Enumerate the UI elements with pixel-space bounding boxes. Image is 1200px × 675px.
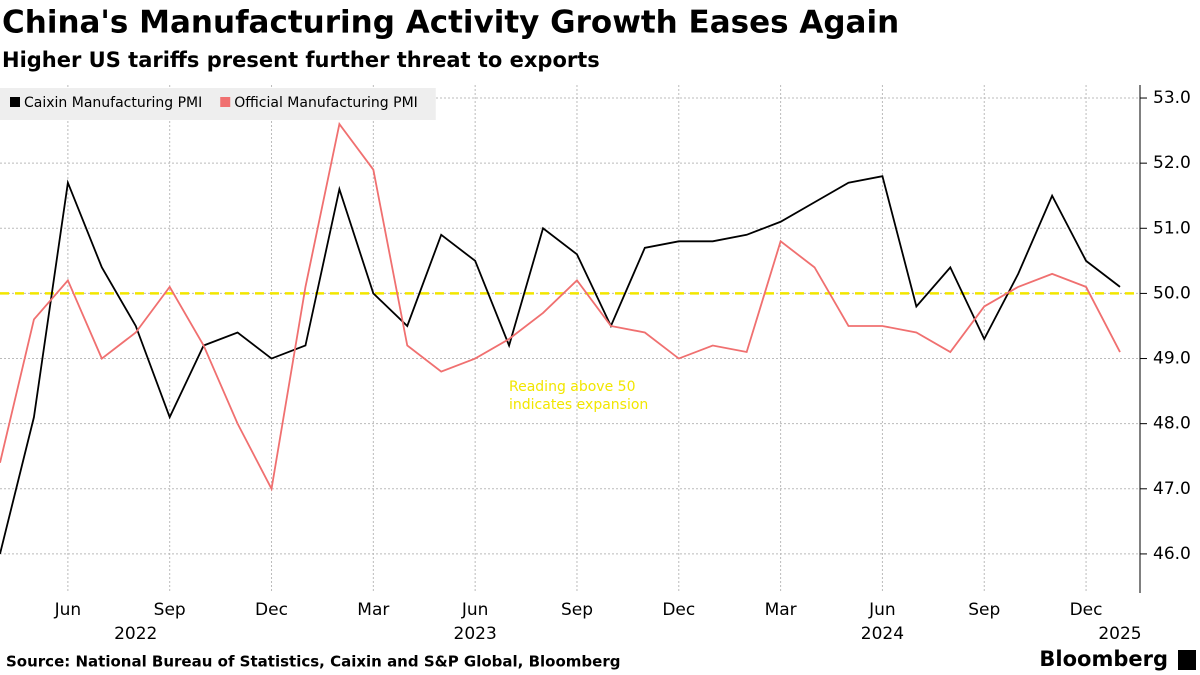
x-tick-label: Dec [662, 600, 695, 620]
legend-swatch [10, 97, 20, 107]
legend-label: Caixin Manufacturing PMI [24, 95, 202, 111]
x-tick-label: Mar [357, 600, 389, 620]
legend-label: Official Manufacturing PMI [234, 95, 418, 111]
line-series [0, 175, 1121, 555]
x-year-label: 2022 [114, 624, 157, 644]
annotation: indicates expansion [509, 397, 648, 413]
y-tick-label: 47.0 [1153, 479, 1191, 499]
y-tick-label: 51.0 [1153, 218, 1191, 238]
annotation: Reading above 50 [509, 379, 635, 395]
x-year-label: 2025 [1098, 624, 1141, 644]
brand: Bloomberg [1039, 647, 1168, 671]
x-tick-label: Dec [1070, 600, 1103, 620]
x-year-label: 2024 [861, 624, 904, 644]
chart-title: China's Manufacturing Activity Growth Ea… [2, 5, 899, 41]
x-tick-label: Dec [255, 600, 288, 620]
x-tick-label: Jun [461, 600, 489, 620]
x-year-label: 2023 [454, 624, 497, 644]
y-tick-label: 49.0 [1153, 349, 1191, 369]
x-tick-label: Jun [868, 600, 896, 620]
legend-bg [0, 88, 436, 120]
line-series [0, 121, 1121, 492]
legend-swatch [220, 97, 231, 107]
y-tick-label: 50.0 [1153, 283, 1191, 303]
x-tick-label: Sep [968, 600, 1000, 620]
y-tick-label: 46.0 [1153, 544, 1191, 564]
x-tick-label: Sep [561, 600, 593, 620]
source: Source: National Bureau of Statistics, C… [6, 653, 620, 671]
chart-subtitle: Higher US tariffs present further threat… [2, 48, 600, 72]
legend: Caixin Manufacturing PMI Official Manufac… [0, 88, 436, 120]
y-tick-label: 52.0 [1153, 153, 1191, 173]
brand-icon [1178, 650, 1196, 670]
y-tick-label: 53.0 [1153, 88, 1191, 108]
y-tick-label: 48.0 [1153, 414, 1191, 434]
x-tick-label: Jun [54, 600, 82, 620]
x-tick-label: Mar [765, 600, 797, 620]
x-tick-label: Sep [154, 600, 186, 620]
